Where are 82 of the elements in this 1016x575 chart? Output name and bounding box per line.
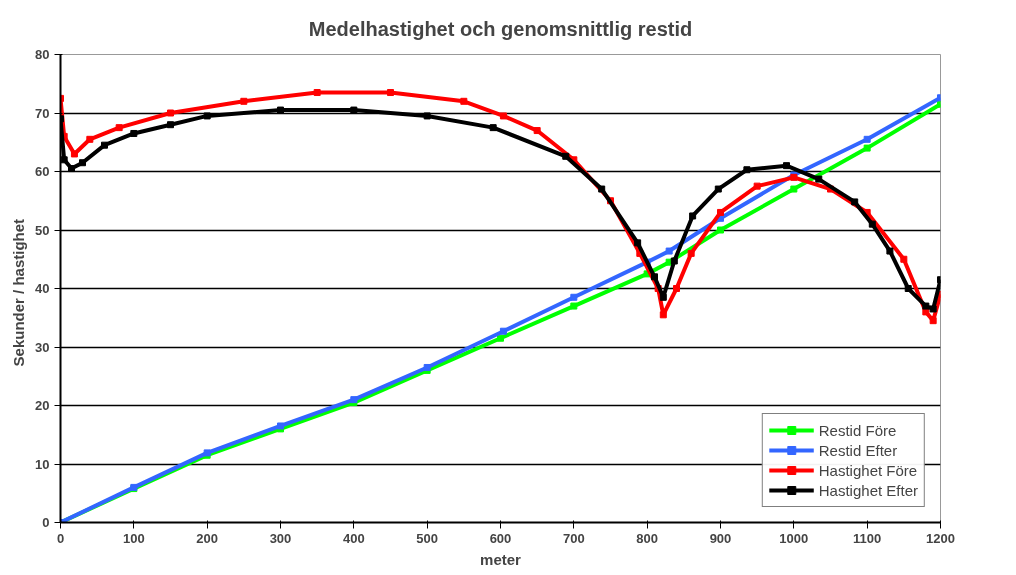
y-tick-label: 80 — [35, 47, 50, 62]
point — [562, 152, 570, 160]
point — [460, 97, 468, 105]
point — [598, 185, 606, 193]
point — [929, 317, 937, 325]
point — [851, 198, 859, 206]
point — [167, 109, 174, 117]
point — [714, 185, 722, 193]
point — [101, 141, 108, 149]
y-tick-label: 50 — [35, 222, 50, 238]
point — [115, 124, 123, 132]
x-tick-label: 1100 — [853, 530, 882, 546]
point — [350, 106, 358, 114]
point — [499, 327, 507, 335]
y-tick-label: 0 — [42, 515, 50, 530]
point — [313, 89, 321, 97]
y-axis-title: Sekunder / hastighet — [10, 218, 28, 367]
point — [659, 293, 667, 301]
point — [570, 302, 578, 310]
x-tick-label: 1000 — [779, 530, 809, 546]
point — [689, 212, 697, 220]
point — [68, 165, 75, 173]
x-axis-title: meter — [480, 550, 522, 568]
point — [203, 112, 211, 120]
y-tick-label: 70 — [35, 105, 50, 121]
x-tick-label: 500 — [416, 530, 439, 546]
legend-label: Hastighet Före — [818, 461, 918, 479]
x-tick-label: 100 — [122, 530, 145, 546]
x-tick-label: 300 — [269, 530, 292, 546]
legend-label: Restid Före — [818, 421, 897, 439]
point — [387, 89, 394, 97]
x-tick-label: 200 — [196, 530, 219, 546]
point — [79, 159, 86, 167]
point — [130, 129, 138, 137]
point — [240, 97, 248, 105]
point — [717, 226, 724, 234]
y-tick-label: 10 — [35, 456, 50, 472]
x-tick-label: 900 — [709, 530, 732, 546]
chart-title: Medelhastighet och genomsnittlig restid — [308, 17, 693, 40]
point — [753, 182, 761, 190]
point — [665, 247, 673, 255]
point — [929, 305, 937, 313]
point — [497, 334, 504, 342]
point — [533, 127, 541, 135]
point — [868, 220, 876, 228]
y-tick-label: 20 — [35, 398, 50, 413]
point — [70, 150, 78, 158]
point — [277, 106, 284, 114]
y-tick-label: 30 — [35, 339, 50, 355]
point — [167, 121, 174, 129]
x-tick-label: 700 — [562, 530, 585, 546]
legend-label: Hastighet Efter — [818, 481, 918, 499]
point — [922, 302, 930, 310]
point — [904, 285, 912, 292]
point — [634, 239, 642, 247]
point — [670, 257, 678, 265]
point — [717, 208, 724, 216]
point — [423, 112, 431, 120]
point — [863, 144, 871, 152]
point — [886, 247, 894, 255]
point — [743, 166, 751, 174]
x-tick-label: 0 — [56, 530, 65, 546]
point — [651, 273, 658, 281]
x-tick-label: 600 — [489, 530, 512, 546]
x-tick-label: 1200 — [926, 530, 955, 546]
point — [687, 249, 695, 257]
point — [489, 124, 497, 132]
point — [783, 162, 790, 170]
point — [815, 175, 823, 183]
point — [499, 112, 507, 120]
point — [659, 311, 667, 319]
y-tick-label: 60 — [35, 164, 50, 179]
legend-label: Restid Efter — [818, 441, 898, 459]
point — [900, 255, 908, 263]
x-tick-label: 400 — [342, 530, 365, 546]
y-tick-label: 40 — [35, 281, 50, 296]
point — [790, 185, 798, 193]
x-tick-label: 800 — [636, 530, 659, 546]
point — [673, 285, 680, 292]
point — [863, 135, 871, 143]
point — [86, 135, 94, 143]
point — [570, 293, 578, 301]
